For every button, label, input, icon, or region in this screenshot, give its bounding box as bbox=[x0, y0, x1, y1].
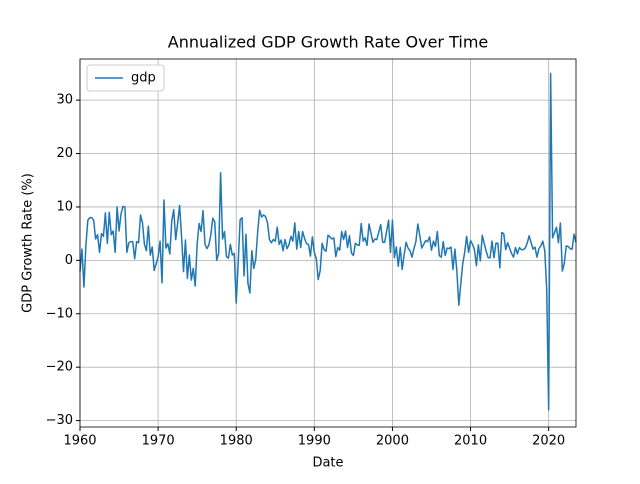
x-tick-label: 1960 bbox=[63, 434, 96, 449]
x-tick-label: 2010 bbox=[454, 434, 487, 449]
axes-frame bbox=[79, 58, 577, 428]
y-tick-label: 0 bbox=[65, 253, 73, 268]
y-tick-label: 10 bbox=[56, 199, 73, 214]
y-tick-label: −10 bbox=[46, 306, 73, 321]
y-axis-label: GDP Growth Rate (%) bbox=[21, 173, 36, 313]
y-tick-label: 20 bbox=[56, 146, 73, 161]
legend-label: gdp bbox=[131, 71, 156, 86]
x-tick-label: 1970 bbox=[142, 434, 175, 449]
x-tick-label: 1980 bbox=[220, 434, 253, 449]
x-tick-label: 2000 bbox=[376, 434, 409, 449]
x-tick-label: 2020 bbox=[532, 434, 565, 449]
x-tick-label: 1990 bbox=[298, 434, 331, 449]
x-axis-label: Date bbox=[312, 456, 343, 471]
y-tick-label: −20 bbox=[46, 360, 73, 375]
data-line bbox=[79, 72, 577, 411]
legend-box bbox=[86, 64, 165, 92]
y-tick-label: 30 bbox=[56, 93, 73, 108]
y-tick-label: −30 bbox=[46, 413, 73, 428]
chart-title: Annualized GDP Growth Rate Over Time bbox=[168, 33, 489, 52]
